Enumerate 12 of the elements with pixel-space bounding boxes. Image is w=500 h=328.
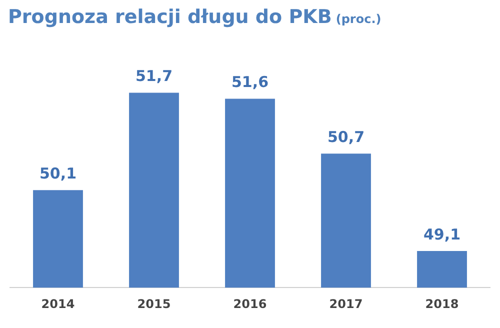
chart-subtitle: (proc.) [336, 12, 382, 26]
data-label: 50,7 [327, 128, 365, 146]
data-label: 51,6 [231, 73, 269, 92]
x-tick-label: 2016 [233, 296, 267, 311]
chart-title: Prognoza relacji długu do PKB [8, 6, 332, 28]
data-label: 49,1 [423, 225, 461, 244]
x-tick-label: 2017 [329, 296, 363, 311]
x-tick-label: 2018 [425, 296, 459, 311]
x-tick-label: 2015 [137, 296, 171, 311]
data-label: 50,1 [39, 164, 77, 183]
data-label: 51,7 [135, 67, 173, 86]
x-tick-label: 2014 [41, 296, 75, 311]
